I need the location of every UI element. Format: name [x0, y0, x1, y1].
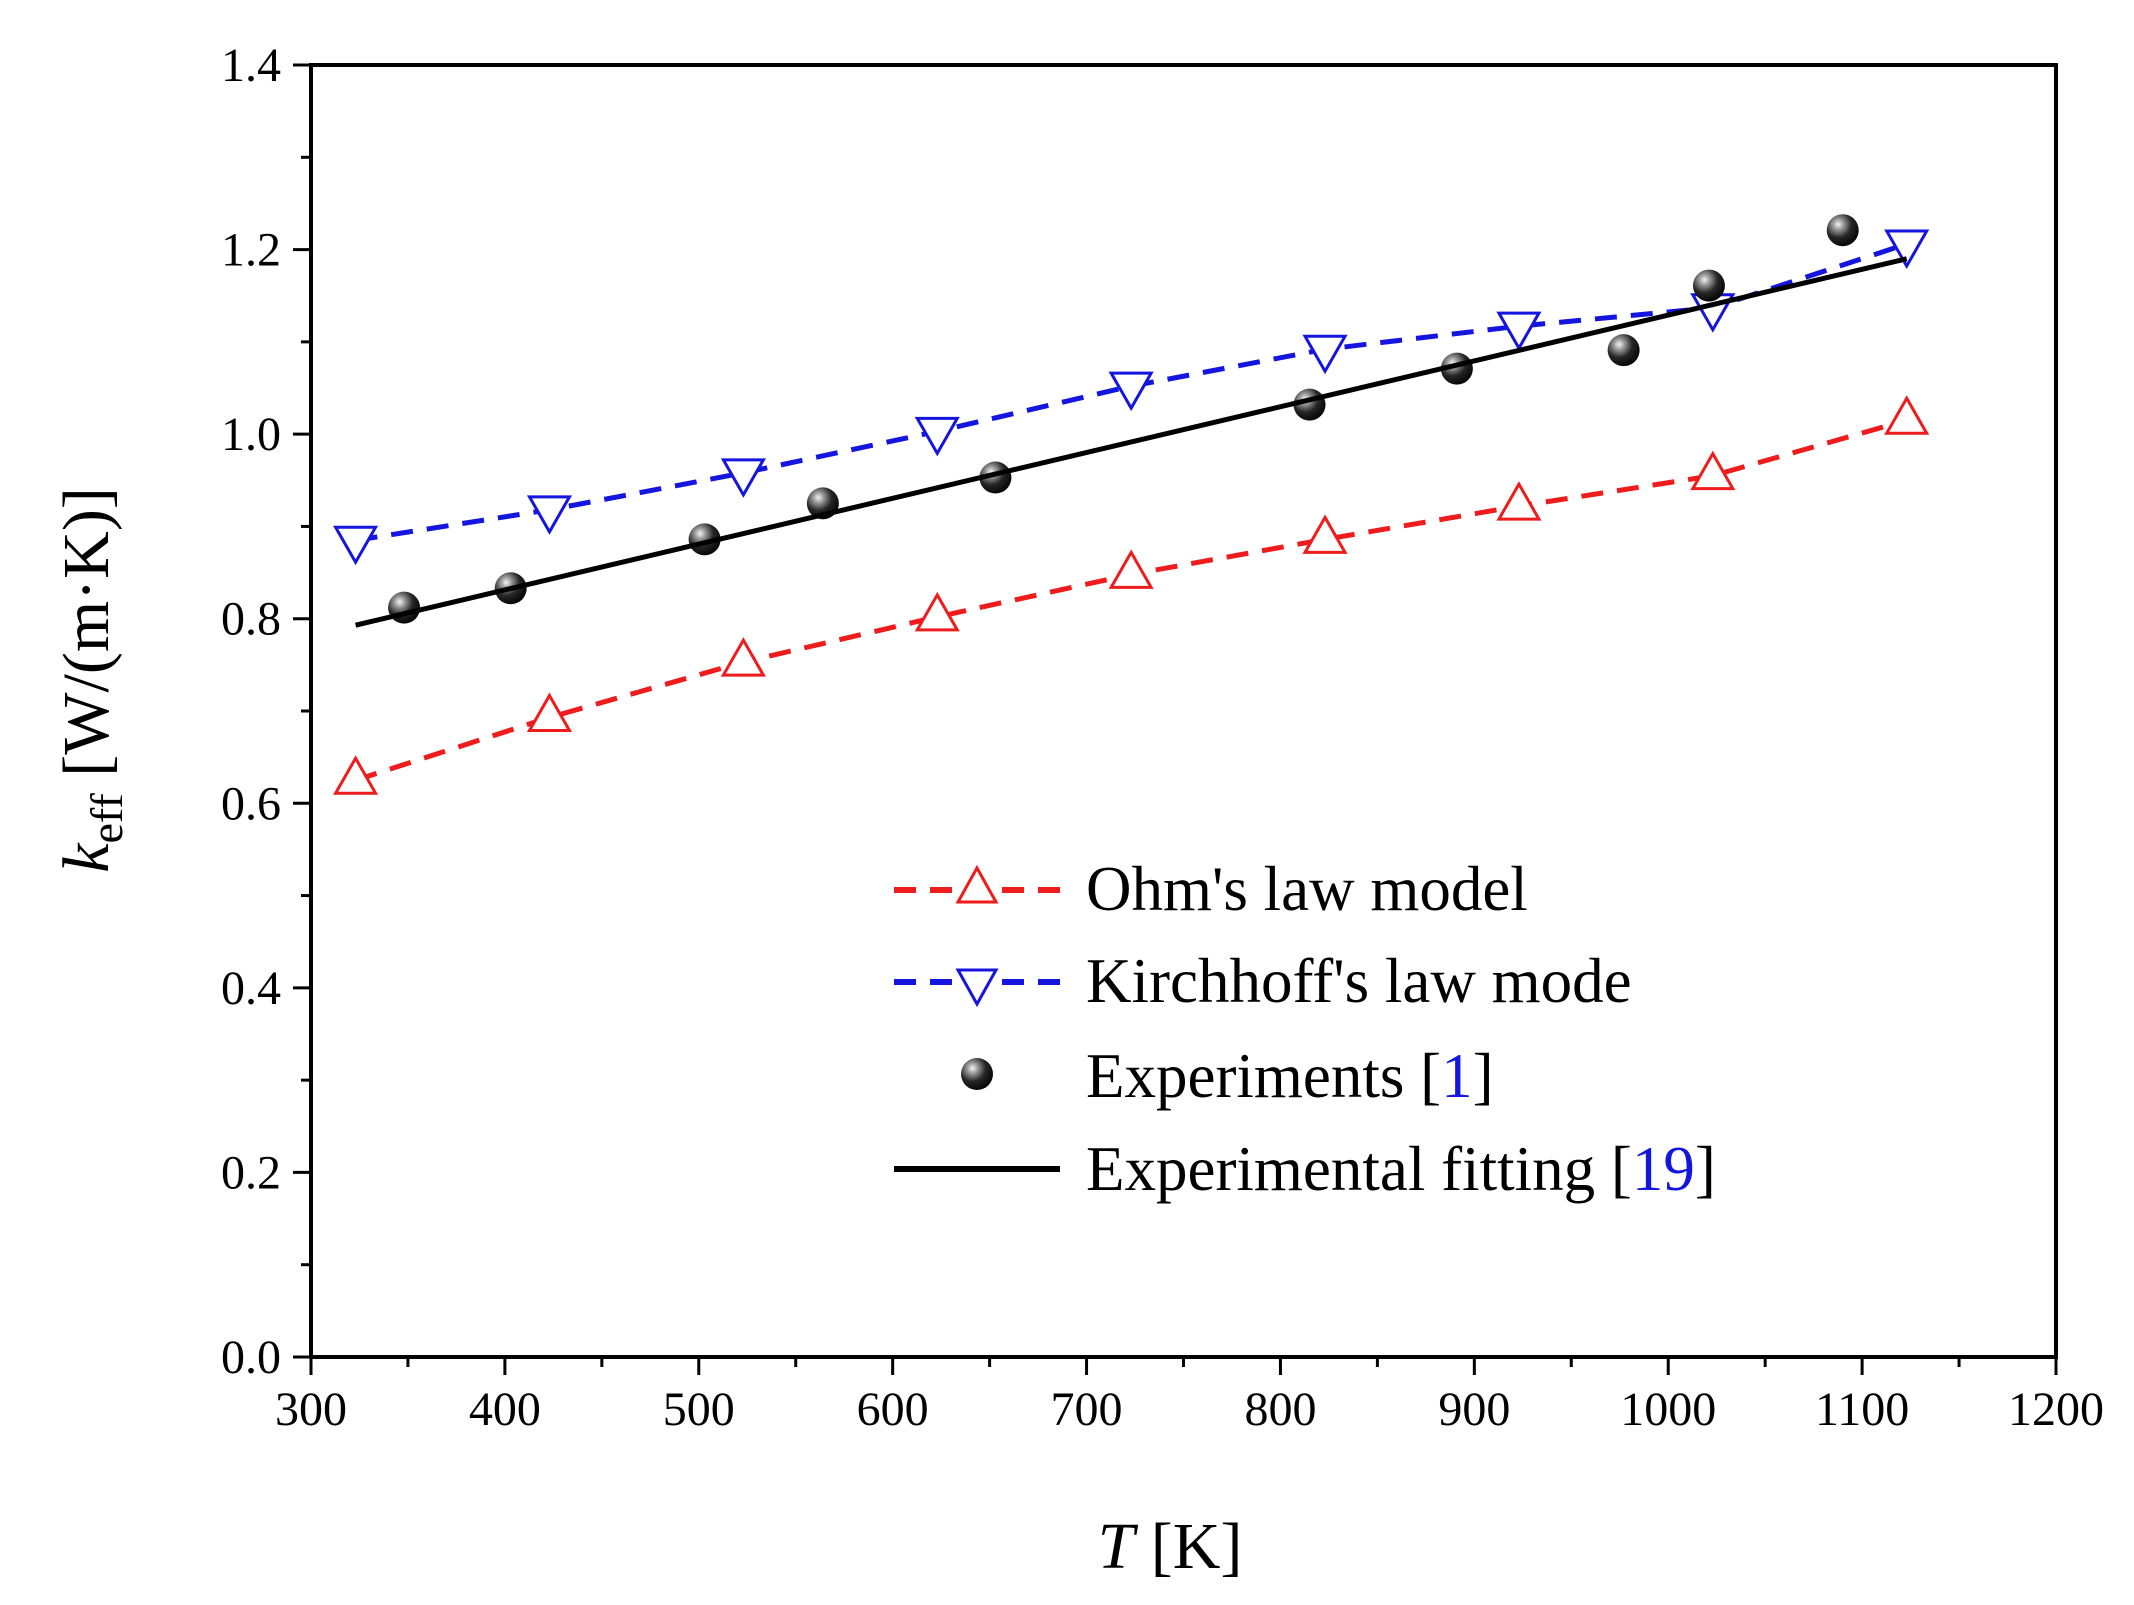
y-axis-unit: [W/(m·K)]	[50, 487, 123, 777]
x-tick-label: 500	[663, 1383, 735, 1436]
y-tick-label: 0.0	[221, 1331, 281, 1384]
x-tick-label: 300	[275, 1383, 347, 1436]
y-tick-label: 1.2	[221, 224, 281, 277]
x-tick-label: 1200	[2008, 1383, 2104, 1436]
x-tick-label: 600	[857, 1383, 929, 1436]
citation-link-19: 19	[1632, 1134, 1695, 1204]
x-axis-title: T [K]	[1098, 1510, 1243, 1583]
legend-item-ohm: Ohm's law model	[894, 854, 1528, 924]
x-tick-label: 700	[1051, 1383, 1123, 1436]
experiment-point	[1826, 214, 1859, 247]
y-tick-label: 0.4	[221, 962, 281, 1015]
plot-frame	[309, 63, 2058, 1359]
legend-label-fitting: Experimental fitting [19]	[1086, 1134, 1716, 1204]
legend: Ohm's law model Kirchhoff's law mode Exp…	[894, 854, 1716, 1204]
citation-link-1: 1	[1441, 1041, 1473, 1111]
experiment-point	[688, 523, 721, 556]
ohm-point	[1108, 549, 1154, 589]
plot-series	[333, 214, 1930, 795]
ohm-point	[1302, 514, 1348, 554]
x-axis-symbol: T	[1098, 1510, 1139, 1583]
kirchhoff-point	[333, 525, 379, 566]
x-tick-label: 1100	[1815, 1383, 1909, 1436]
kirchhoff-point	[526, 495, 573, 535]
legend-item-experiments: Experiments [1]	[961, 1041, 1494, 1111]
ohm-point	[914, 591, 960, 632]
kirchhoff-point	[1302, 334, 1348, 375]
x-tick-label: 400	[469, 1383, 541, 1436]
ohm-point	[720, 637, 766, 677]
x-tick-label: 800	[1244, 1383, 1316, 1436]
legend-item-kirchhoff: Kirchhoff's law mode	[894, 946, 1632, 1016]
legend-marker-experiments	[961, 1058, 993, 1090]
series-line-0	[354, 417, 1908, 783]
x-tick-label: 1000	[1620, 1383, 1716, 1436]
y-tick-label: 0.8	[221, 593, 281, 646]
kirchhoff-point	[1496, 311, 1542, 352]
legend-marker-ohm	[955, 864, 999, 904]
y-tick-label: 0.2	[221, 1146, 281, 1199]
y-tick-label: 0.6	[221, 777, 281, 830]
experiment-point	[1692, 269, 1725, 302]
y-axis-subscript: eff	[81, 793, 132, 844]
y-axis-symbol: k	[50, 842, 123, 873]
experiment-point	[979, 461, 1012, 494]
ohm-point	[1884, 395, 1930, 435]
legend-item-fitting: Experimental fitting [19]	[894, 1134, 1716, 1204]
fit-line	[355, 256, 1908, 628]
kirchhoff-point	[720, 458, 766, 498]
y-axis-title: keff [W/(m·K)]	[50, 487, 132, 873]
series-line-1	[355, 241, 1908, 543]
legend-label-experiments: Experiments [1]	[1086, 1041, 1494, 1111]
ohm-point	[1690, 450, 1736, 491]
ohm-point	[526, 692, 573, 732]
kirchhoff-point	[1108, 371, 1154, 412]
kirchhoff-point	[914, 416, 960, 457]
legend-marker-kirchhoff	[955, 968, 999, 1008]
legend-label-ohm: Ohm's law model	[1086, 854, 1528, 924]
x-tick-label: 900	[1438, 1383, 1510, 1436]
ohm-point	[333, 755, 379, 795]
experiment-point	[1607, 334, 1640, 367]
x-axis-unit: [K]	[1151, 1510, 1243, 1583]
y-tick-label: 1.0	[221, 408, 281, 461]
tick-labels: 300 400 500 600 700 800 900 1000 1100 1200 0.0 0.2 0…	[221, 39, 2104, 1436]
ohm-point	[1496, 481, 1542, 521]
legend-label-kirchhoff: Kirchhoff's law mode	[1086, 946, 1632, 1016]
y-tick-label: 1.4	[221, 39, 281, 92]
kirchhoff-point	[1884, 229, 1930, 270]
